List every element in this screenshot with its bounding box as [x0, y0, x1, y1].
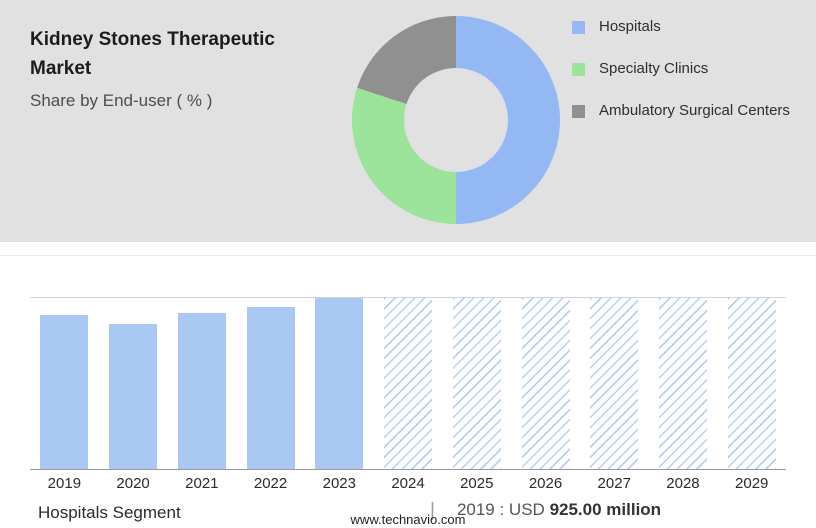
bar-slot: [717, 298, 786, 469]
bar-slot: [30, 298, 99, 469]
forecast-bar: [658, 298, 707, 469]
bar-slot: [374, 298, 443, 469]
legend-swatch: [572, 104, 585, 118]
x-axis-label: 2027: [597, 475, 631, 492]
section-separator: [0, 255, 816, 256]
historic-bar: [177, 313, 226, 469]
bar-slot: [580, 298, 649, 469]
historic-bar: [315, 298, 364, 469]
x-axis-label: 2022: [253, 475, 288, 492]
bar-slot: [167, 298, 236, 469]
x-axis-label: 2025: [460, 475, 494, 492]
bar-slot: [442, 298, 511, 469]
historic-bar: [246, 306, 295, 469]
legend-swatch: [572, 62, 585, 76]
x-axis-labels: 2019 2020 2021 2022 2023 2024 2025 2026 2027 2028…: [30, 475, 786, 492]
x-axis-label: 2021: [185, 475, 219, 492]
title-block: Kidney Stones Therapeutic Market Share b…: [30, 26, 330, 113]
forecast-bar: [384, 298, 433, 469]
x-axis-label: 2028: [666, 475, 700, 492]
footer-divider: |: [430, 500, 435, 521]
historic-bar: [109, 323, 158, 469]
x-axis-label: 2029: [735, 475, 769, 492]
bar-slot: [649, 298, 718, 469]
legend-item: Specialty Clinics: [572, 60, 797, 79]
legend-swatch: [572, 21, 585, 34]
value-bold: 925.00 million: [549, 500, 662, 519]
segment-label: Hospitals Segment: [38, 503, 181, 522]
website-url: www.technavio.com: [350, 512, 466, 527]
historic-bar: [40, 315, 89, 469]
forecast-bar: [727, 298, 776, 469]
page-title: Kidney Stones Therapeutic Market: [30, 29, 275, 79]
x-axis-label: 2023: [322, 475, 356, 492]
value-prefix: 2019 : USD: [456, 500, 545, 519]
bar-slot: [99, 298, 168, 469]
bar-plot: [30, 298, 786, 469]
header-panel: Kidney Stones Therapeutic Market Share b…: [0, 0, 816, 242]
donut-hole: [404, 68, 508, 172]
legend-label: Hospitals: [599, 18, 661, 35]
page-subtitle: Share by End-user ( % ): [30, 91, 213, 110]
bar-chart: [30, 297, 786, 470]
x-axis-label: 2024: [391, 475, 425, 492]
x-axis-label: 2020: [116, 475, 150, 492]
bar-slot: [511, 298, 580, 469]
bar-slot: [305, 298, 374, 469]
chart-legend: Hospitals Specialty Clinics Ambulatory Sur…: [572, 18, 797, 143]
x-axis-label: 2026: [528, 475, 563, 492]
legend-item: Hospitals: [572, 18, 797, 37]
donut-chart: [352, 16, 560, 224]
segment-value: | 2019 : USD 925.00 million: [430, 500, 661, 522]
forecast-bar: [590, 298, 639, 469]
legend-item: Ambulatory Surgical Centers: [572, 102, 797, 121]
bar-slot: [236, 298, 305, 469]
legend-label: Ambulatory Surgical Centers: [599, 101, 790, 119]
bar-chart-panel: 2019 2020 2021 2022 2023 2024 2025 2026 2027 2028…: [0, 242, 816, 528]
forecast-bar: [521, 298, 570, 469]
legend-label: Specialty Clinics: [599, 59, 709, 77]
forecast-bar: [452, 298, 501, 469]
x-axis-label: 2019: [47, 475, 82, 492]
